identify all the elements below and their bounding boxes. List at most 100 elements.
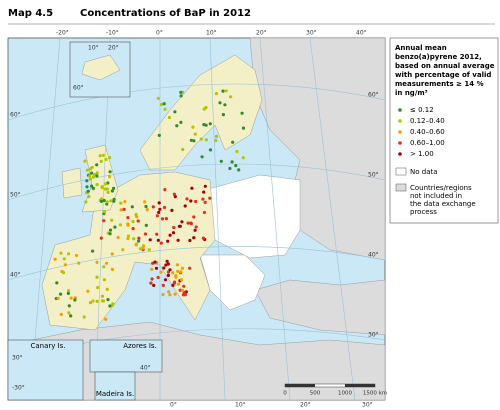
station-dot <box>106 298 110 302</box>
legend-label: No data <box>410 168 438 176</box>
legend-label: > 1.00 <box>410 150 434 158</box>
station-dot <box>194 225 198 229</box>
lat-label: 30° <box>368 332 379 339</box>
station-dot <box>149 281 153 285</box>
station-dot <box>61 271 66 275</box>
lon-label: 40° <box>356 30 367 37</box>
station-dot <box>188 238 192 243</box>
station-dot <box>181 147 185 152</box>
station-dot <box>163 107 167 111</box>
station-dot <box>103 182 107 186</box>
scale-bar-segment <box>345 384 375 387</box>
stations <box>53 89 246 321</box>
map <box>7 37 386 401</box>
lon-label: 10° <box>206 30 217 37</box>
station-dot <box>164 217 168 221</box>
inset-tick: 30° <box>12 355 23 362</box>
station-dot <box>143 232 148 236</box>
station-dot <box>180 266 185 270</box>
station-dot <box>108 170 112 174</box>
legend-title: with percentage of valid <box>395 71 491 79</box>
station-dot <box>91 249 95 253</box>
station-dot <box>193 228 197 232</box>
station-dot <box>88 167 92 171</box>
station-dot <box>106 190 110 194</box>
lat-label: 50° <box>368 172 379 179</box>
station-dot <box>179 120 183 124</box>
station-dot <box>98 154 102 158</box>
lon-label: 20° <box>300 402 311 409</box>
station-dot <box>214 92 218 96</box>
map-title: Concentrations of BaP in 2012 <box>80 8 251 19</box>
inset-label: 10° <box>88 45 99 52</box>
station-dot <box>82 315 86 319</box>
station-dot <box>95 174 99 178</box>
station-dot <box>150 267 154 271</box>
legend-label: ≤ 0.12 <box>410 106 434 114</box>
station-dot <box>104 261 109 265</box>
station-dot <box>73 298 77 302</box>
iceland <box>81 54 121 81</box>
station-dot <box>214 138 218 143</box>
lat-label: 40° <box>368 252 379 259</box>
station-dot <box>55 281 59 285</box>
station-dot <box>160 217 165 221</box>
station-dot <box>59 292 63 296</box>
station-dot <box>85 179 89 183</box>
station-dot <box>144 204 148 209</box>
lon-label: 30° <box>362 402 373 409</box>
station-dot <box>192 139 196 143</box>
station-dot <box>137 236 141 240</box>
station-dot <box>172 281 176 285</box>
station-dot <box>103 210 107 214</box>
inset-label: 20° <box>108 45 119 52</box>
station-dot <box>67 252 71 256</box>
station-dot <box>102 198 106 203</box>
station-dot <box>108 228 113 232</box>
station-dot <box>95 171 99 175</box>
station-dot <box>99 199 104 203</box>
station-dot <box>241 156 245 160</box>
station-dot <box>157 201 161 205</box>
station-dot <box>163 278 168 282</box>
canary-inset <box>7 339 84 401</box>
station-dot <box>99 197 104 201</box>
station-dot <box>182 284 186 288</box>
lon-label: 20° <box>256 30 267 37</box>
legend-title: measurements ≥ 14 % <box>395 80 484 88</box>
station-dot <box>161 293 165 297</box>
station-dot <box>96 285 100 290</box>
station-dot <box>88 301 93 305</box>
legend-label: the data exchange <box>410 200 476 208</box>
station-dot <box>201 236 205 240</box>
station-dot <box>180 220 184 224</box>
legend-dot <box>398 152 402 156</box>
station-dot <box>201 197 205 201</box>
station-dot <box>153 260 157 264</box>
station-dot <box>144 223 148 227</box>
station-dot <box>179 278 183 282</box>
station-dot <box>66 289 71 293</box>
station-dot <box>200 155 204 159</box>
station-dot <box>185 197 189 201</box>
station-dot <box>105 200 109 204</box>
station-dot <box>202 210 206 215</box>
station-dot <box>167 115 171 120</box>
station-dot <box>203 200 207 204</box>
station-dot <box>204 138 208 142</box>
station-dot <box>177 224 181 228</box>
station-dot <box>157 210 161 214</box>
station-dot <box>111 302 115 306</box>
inset-tick: -30° <box>12 385 25 392</box>
station-dot <box>162 205 167 210</box>
station-dot <box>229 95 233 99</box>
station-dot <box>112 186 116 190</box>
station-dot <box>91 175 96 179</box>
station-dot <box>202 190 206 194</box>
station-dot <box>59 312 63 316</box>
station-dot <box>214 134 219 139</box>
lat-label: 50° <box>10 192 21 199</box>
station-dot <box>137 239 141 243</box>
inset-name: Azores Is. <box>123 342 157 350</box>
map-number: Map 4.5 <box>8 8 53 19</box>
